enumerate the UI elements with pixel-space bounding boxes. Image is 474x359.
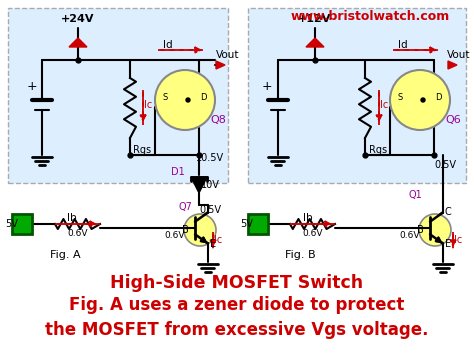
Text: Id: Id [398, 40, 408, 50]
Text: the MOSFET from excessive Vgs voltage.: the MOSFET from excessive Vgs voltage. [45, 321, 429, 339]
Text: Ic: Ic [380, 100, 388, 110]
Text: D: D [435, 93, 441, 103]
Text: S: S [163, 93, 168, 103]
Text: Vout: Vout [447, 50, 471, 60]
Text: Ic: Ic [144, 100, 152, 110]
Text: www.bristolwatch.com: www.bristolwatch.com [291, 9, 450, 23]
Text: B: B [417, 225, 423, 235]
Circle shape [155, 70, 215, 130]
Text: Q1: Q1 [408, 190, 422, 200]
Text: 0.6V: 0.6V [400, 230, 420, 239]
Text: +12V: +12V [298, 14, 332, 24]
Polygon shape [306, 38, 324, 47]
Bar [248, 214, 268, 234]
Polygon shape [191, 177, 207, 193]
Text: Q6: Q6 [445, 115, 461, 125]
Circle shape [419, 214, 451, 246]
Text: 0.5V: 0.5V [199, 205, 221, 215]
Circle shape [390, 70, 450, 130]
Text: Vout: Vout [216, 50, 240, 60]
Text: +: + [262, 80, 272, 93]
Text: 5V: 5V [240, 219, 253, 229]
Text: Id: Id [163, 40, 173, 50]
Bar [12, 214, 32, 234]
Text: 0.6V: 0.6V [165, 230, 185, 239]
Bar [248, 8, 466, 183]
Text: Fig. A uses a zener diode to protect: Fig. A uses a zener diode to protect [69, 296, 405, 314]
Bar [8, 8, 228, 183]
Text: Ib: Ib [303, 213, 313, 223]
Text: 0.6V: 0.6V [68, 228, 88, 238]
Text: Ic: Ic [214, 235, 222, 245]
Text: Rgs: Rgs [369, 145, 387, 155]
Circle shape [184, 214, 216, 246]
Text: 10V: 10V [201, 180, 219, 190]
Text: 10.5V: 10.5V [196, 153, 224, 163]
Polygon shape [448, 61, 457, 69]
Text: B: B [182, 225, 188, 235]
Text: E: E [210, 239, 216, 249]
Circle shape [421, 98, 425, 102]
Text: Fig. B: Fig. B [285, 250, 315, 260]
Text: Q8: Q8 [210, 115, 226, 125]
Polygon shape [69, 38, 87, 47]
Text: Fig. A: Fig. A [50, 250, 80, 260]
Text: Ib: Ib [67, 213, 77, 223]
Text: Ic: Ic [454, 235, 462, 245]
Text: D1: D1 [171, 167, 185, 177]
Text: +24V: +24V [61, 14, 95, 24]
Text: Q7: Q7 [178, 202, 192, 212]
Text: Rgs: Rgs [133, 145, 151, 155]
Text: High-Side MOSFET Switch: High-Side MOSFET Switch [110, 274, 364, 292]
Text: E: E [445, 239, 451, 249]
Text: 5V: 5V [5, 219, 18, 229]
Circle shape [186, 98, 190, 102]
Text: C: C [445, 207, 451, 217]
Text: 0.5V: 0.5V [434, 160, 456, 170]
Text: +: + [27, 80, 37, 93]
Text: D: D [200, 93, 206, 103]
Text: S: S [397, 93, 402, 103]
Text: 0.6V: 0.6V [303, 228, 323, 238]
Polygon shape [216, 61, 225, 69]
